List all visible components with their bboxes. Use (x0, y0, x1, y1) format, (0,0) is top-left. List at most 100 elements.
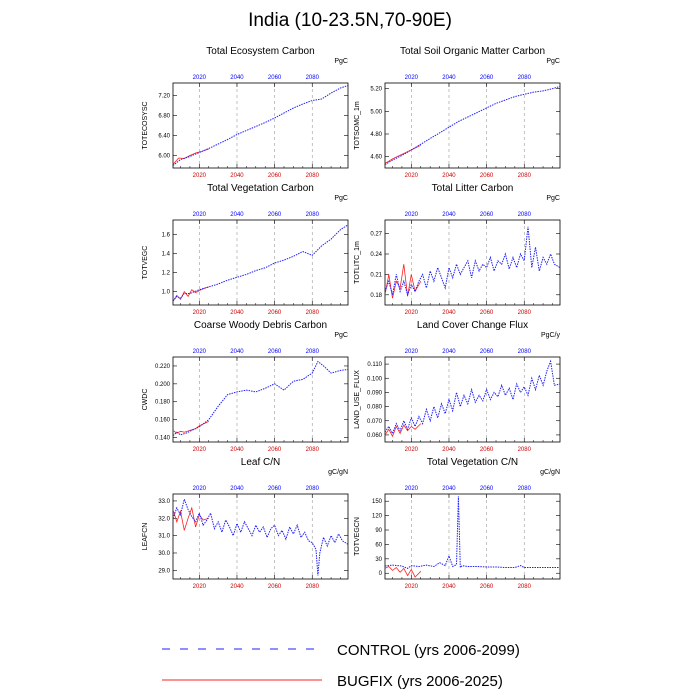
y-axis-label: LAND_USE_FLUX (354, 370, 361, 429)
panel-unit: gC/gN (540, 469, 560, 476)
panel-title: Total Ecosystem Carbon (206, 46, 314, 57)
legend-label: CONTROL (yrs 2006-2099) (337, 642, 520, 659)
y-tick-label: 0.090 (367, 390, 383, 396)
panel-unit: PgC (546, 58, 560, 65)
panel-unit: PgC (334, 195, 348, 202)
x-tick-label: 2020 (193, 584, 207, 590)
x-tick-label: 2040 (442, 173, 456, 179)
y-tick-label: 6.40 (158, 134, 170, 140)
x-tick-label: 2060 (268, 447, 282, 453)
panel-unit: PgC (546, 195, 560, 202)
x-tick-label: 2020 (405, 584, 419, 590)
series-bugfix (385, 566, 422, 578)
x-tick-label: 2020 (405, 173, 419, 179)
y-tick-label: 31.0 (158, 534, 170, 540)
series-control (385, 359, 560, 435)
panel-title: Total Vegetation Carbon (207, 183, 314, 194)
y-axis-label: TOTVEGC (142, 246, 149, 280)
panel-3: Total Vegetation Carbon PgC 2020 2020 2040 20… (142, 183, 349, 316)
plot-frame (172, 82, 349, 169)
x-tick-label: 2060 (480, 173, 494, 179)
x-tick-label-top: 2040 (442, 486, 456, 492)
x-tick-label: 2080 (518, 310, 532, 316)
y-axis-label: CWDC (142, 389, 149, 411)
x-tick-label-top: 2080 (306, 75, 320, 81)
x-tick-label: 2080 (306, 173, 320, 179)
y-axis-label: TOTLITC_1m (354, 241, 361, 284)
y-tick-label: 0.24 (370, 252, 382, 258)
series-bugfix (173, 506, 209, 531)
panel-title: Leaf C/N (241, 457, 280, 468)
x-tick-label: 2080 (306, 447, 320, 453)
panel-4: Total Litter Carbon PgC 2020 2020 2040 2040 20… (354, 183, 561, 316)
plot-frame (172, 219, 349, 306)
legend-label: BUGFIX (yrs 2006-2025) (337, 673, 503, 690)
x-tick-label: 2080 (306, 584, 320, 590)
x-tick-label: 2040 (442, 310, 456, 316)
panels-group: Total Ecosystem Carbon PgC 2020 2020 2040 204… (142, 46, 560, 590)
y-tick-label: 0.220 (155, 364, 171, 370)
x-tick-label: 2080 (518, 173, 532, 179)
y-tick-label: 6.00 (158, 154, 170, 160)
y-tick-label: 0.140 (155, 436, 171, 442)
panel-6: Land Cover Change Flux PgC/y 2020 2020 2040 2… (354, 320, 560, 453)
series-bugfix (385, 423, 422, 438)
x-tick-label-top: 2080 (518, 486, 532, 492)
x-tick-label-top: 2040 (442, 212, 456, 218)
x-tick-label-top: 2060 (480, 75, 494, 81)
x-tick-label-top: 2020 (405, 486, 419, 492)
legend-entry-1: CONTROL (yrs 2006-2099) (162, 642, 520, 659)
series-bugfix (173, 286, 209, 302)
y-tick-label: 1.0 (162, 290, 171, 296)
x-tick-label: 2060 (480, 584, 494, 590)
y-tick-label: 1.4 (162, 251, 171, 257)
x-tick-label: 2040 (442, 447, 456, 453)
y-tick-label: 0.160 (155, 418, 171, 424)
x-tick-label: 2060 (480, 310, 494, 316)
x-tick-label-top: 2020 (405, 349, 419, 355)
panel-unit: PgC/y (541, 332, 561, 339)
plot-frame (172, 356, 349, 443)
x-tick-label: 2020 (193, 447, 207, 453)
x-tick-label-top: 2080 (518, 75, 532, 81)
y-tick-label: 0.27 (370, 232, 382, 238)
y-axis-label: LEAFCN (142, 523, 149, 551)
x-tick-label-top: 2080 (518, 349, 532, 355)
x-tick-label-top: 2020 (193, 75, 207, 81)
y-tick-label: 90 (375, 528, 382, 534)
y-tick-label: 0.070 (367, 419, 383, 425)
y-tick-label: 5.00 (370, 109, 382, 115)
panel-title: Total Vegetation C/N (427, 457, 518, 468)
x-tick-label-top: 2060 (480, 212, 494, 218)
legend: CONTROL (yrs 2006-2099) BUGFIX (yrs 2006-… (162, 642, 520, 690)
y-tick-label: 30 (375, 557, 382, 563)
y-tick-label: 60 (375, 542, 382, 548)
panel-unit: PgC (334, 332, 348, 339)
x-tick-label-top: 2020 (193, 486, 207, 492)
x-tick-label-top: 2060 (480, 349, 494, 355)
series-bugfix (385, 264, 422, 299)
x-tick-label: 2080 (518, 584, 532, 590)
x-tick-label: 2080 (306, 310, 320, 316)
panel-1: Total Ecosystem Carbon PgC 2020 2020 2040 204… (142, 46, 349, 179)
plot-frame (384, 493, 561, 580)
y-axis-label: TOTECOSYSC (142, 101, 149, 149)
y-tick-label: 0.060 (367, 433, 383, 439)
x-tick-label-top: 2040 (230, 486, 244, 492)
series-bugfix (173, 148, 209, 165)
figure-title: India (10-23.5N,70-90E) (248, 10, 452, 31)
x-tick-label: 2040 (230, 173, 244, 179)
panel-title: Total Soil Organic Matter Carbon (400, 46, 545, 57)
panel-8: Total Vegetation C/N gC/gN 2020 2020 2040 204… (354, 457, 561, 590)
y-tick-label: 120 (372, 514, 383, 520)
plot-frame (384, 82, 561, 169)
plot-frame (172, 493, 349, 580)
x-tick-label-top: 2020 (405, 212, 419, 218)
x-tick-label-top: 2060 (268, 486, 282, 492)
x-tick-label: 2060 (268, 584, 282, 590)
x-tick-label-top: 2060 (480, 486, 494, 492)
x-tick-label-top: 2080 (306, 486, 320, 492)
y-tick-label: 0.100 (367, 376, 383, 382)
